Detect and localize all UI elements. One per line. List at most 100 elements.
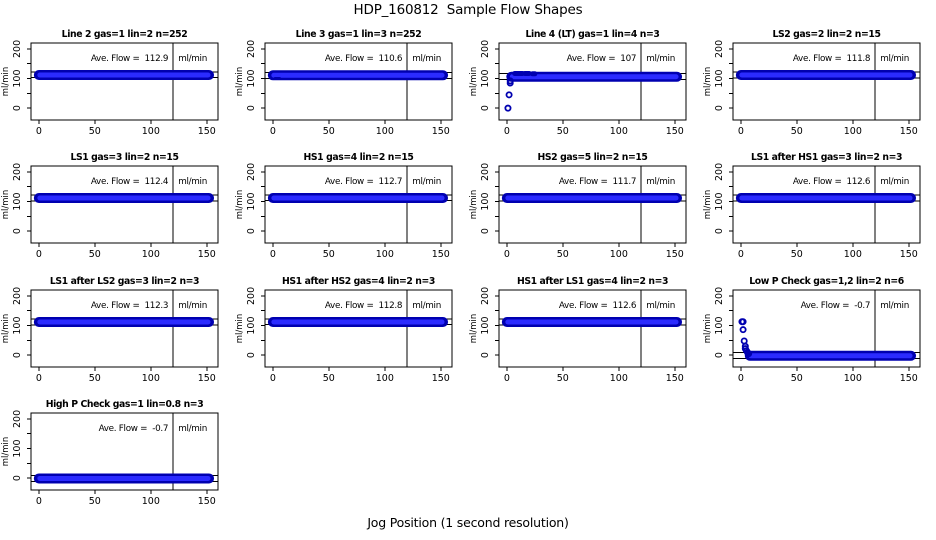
- average-annotation: Ave. Flow = 112.4 ml/min: [91, 177, 207, 187]
- svg-text:100: 100: [12, 316, 23, 334]
- svg-text:100: 100: [844, 249, 862, 260]
- svg-text:100: 100: [844, 373, 862, 384]
- svg-text:200: 200: [714, 40, 725, 58]
- svg-text:0: 0: [270, 126, 276, 137]
- x-axis: 0 50 100 150: [270, 367, 450, 384]
- svg-text:0: 0: [714, 228, 725, 234]
- svg-text:Ave. Flow = 112.7: Ave. Flow = 112.7: [325, 177, 402, 187]
- x-axis: 0 50 100 150: [738, 367, 918, 384]
- svg-text:ml/min: ml/min: [646, 54, 675, 64]
- plot-box: [264, 42, 453, 121]
- svg-text:200: 200: [480, 163, 491, 181]
- svg-text:100: 100: [714, 69, 725, 87]
- svg-text:150: 150: [900, 126, 918, 137]
- svg-text:0: 0: [480, 105, 491, 111]
- svg-text:ml/min: ml/min: [880, 54, 909, 64]
- svg-text:200: 200: [246, 163, 257, 181]
- svg-text:50: 50: [557, 126, 569, 137]
- svg-text:0: 0: [738, 249, 744, 260]
- svg-text:Ave. Flow = -0.7: Ave. Flow = -0.7: [801, 301, 871, 311]
- svg-text:50: 50: [89, 373, 101, 384]
- y-axis-title: ml/min: [703, 314, 713, 344]
- plot-box: [30, 165, 219, 244]
- plot-box: [732, 165, 921, 244]
- page-title: HDP_160812 Sample Flow Shapes: [353, 2, 583, 18]
- svg-text:50: 50: [89, 496, 101, 507]
- data-points: [738, 318, 753, 358]
- svg-text:ml/min: ml/min: [880, 177, 909, 187]
- plot-box: [264, 289, 453, 368]
- svg-text:0: 0: [270, 249, 276, 260]
- svg-text:Ave. Flow = -0.7: Ave. Flow = -0.7: [99, 424, 169, 434]
- svg-text:ml/min: ml/min: [646, 177, 675, 187]
- svg-text:150: 150: [198, 496, 216, 507]
- plot-box: [30, 412, 219, 491]
- svg-text:150: 150: [432, 373, 450, 384]
- svg-text:ml/min: ml/min: [178, 424, 207, 434]
- svg-text:50: 50: [89, 126, 101, 137]
- panel-title: Line 4 (LT) gas=1 lin=4 n=3: [526, 29, 660, 40]
- svg-text:Ave. Flow = 112.9: Ave. Flow = 112.9: [91, 54, 168, 64]
- svg-text:100: 100: [142, 496, 160, 507]
- svg-text:0: 0: [504, 126, 510, 137]
- panel-title: LS1 gas=3 lin=2 n=15: [70, 152, 178, 163]
- svg-text:100: 100: [480, 316, 491, 334]
- panel-title: HS1 gas=4 lin=2 n=15: [304, 152, 414, 163]
- average-annotation: Ave. Flow = 112.6 ml/min: [793, 177, 909, 187]
- svg-text:100: 100: [246, 69, 257, 87]
- svg-text:200: 200: [714, 163, 725, 181]
- svg-text:Ave. Flow = 112.8: Ave. Flow = 112.8: [325, 301, 402, 311]
- data-points: [504, 77, 514, 112]
- plot-box: [732, 289, 921, 368]
- panel-title: High P Check gas=1 lin=0.8 n=3: [46, 399, 204, 410]
- svg-text:150: 150: [900, 373, 918, 384]
- x-axis: 0 50 100 150: [504, 367, 684, 384]
- svg-text:150: 150: [198, 249, 216, 260]
- svg-text:0: 0: [246, 352, 257, 358]
- svg-text:ml/min: ml/min: [412, 301, 441, 311]
- svg-text:200: 200: [12, 40, 23, 58]
- average-annotation: Ave. Flow = 107 ml/min: [567, 54, 676, 64]
- x-axis: 0 50 100 150: [36, 367, 216, 384]
- x-axis-label: Jog Position (1 second resolution): [367, 515, 569, 530]
- svg-text:150: 150: [432, 249, 450, 260]
- y-axis-title: ml/min: [703, 190, 713, 220]
- svg-text:100: 100: [376, 126, 394, 137]
- average-annotation: Ave. Flow = 112.9 ml/min: [91, 54, 207, 64]
- svg-text:0: 0: [480, 228, 491, 234]
- svg-text:100: 100: [142, 373, 160, 384]
- svg-text:ml/min: ml/min: [178, 54, 207, 64]
- svg-text:ml/min: ml/min: [178, 301, 207, 311]
- svg-text:Ave. Flow = 111.7: Ave. Flow = 111.7: [559, 177, 636, 187]
- svg-text:0: 0: [738, 126, 744, 137]
- svg-text:150: 150: [666, 373, 684, 384]
- svg-text:100: 100: [12, 192, 23, 210]
- svg-text:100: 100: [376, 249, 394, 260]
- svg-text:150: 150: [432, 126, 450, 137]
- x-axis: 0 50 100 150: [36, 243, 216, 260]
- svg-text:200: 200: [12, 287, 23, 305]
- svg-text:0: 0: [246, 105, 257, 111]
- average-annotation: Ave. Flow = 112.8 ml/min: [325, 301, 441, 311]
- panel-title: HS1 after HS2 gas=4 lin=2 n=3: [282, 276, 435, 287]
- svg-text:100: 100: [142, 249, 160, 260]
- svg-text:100: 100: [142, 126, 160, 137]
- svg-text:0: 0: [12, 352, 23, 358]
- svg-text:0: 0: [714, 352, 725, 358]
- y-axis-title: ml/min: [469, 190, 479, 220]
- svg-text:150: 150: [198, 126, 216, 137]
- svg-text:150: 150: [666, 249, 684, 260]
